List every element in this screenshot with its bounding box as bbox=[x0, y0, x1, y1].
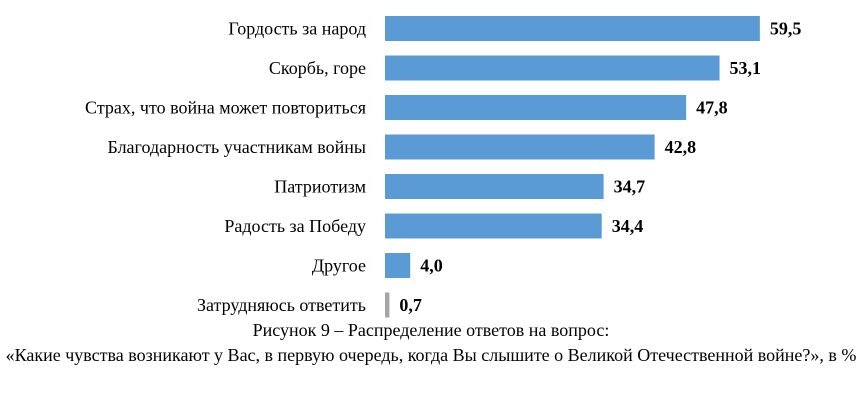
value-label-5: 34,7 bbox=[614, 177, 646, 197]
bar-chart: Гордость за народ 59,5 Скорбь, горе 53,1 Стр… bbox=[85, 16, 802, 318]
bar-7 bbox=[385, 253, 411, 278]
category-label-3: Страх, что война может повториться bbox=[85, 98, 366, 118]
bar-4 bbox=[385, 134, 655, 160]
value-label-6: 34,4 bbox=[612, 216, 644, 236]
category-label-4: Благодарность участникам войны bbox=[107, 137, 366, 157]
category-label-6: Радость за Победу bbox=[224, 216, 366, 236]
bar-2 bbox=[385, 55, 720, 81]
value-label-4: 42,8 bbox=[665, 137, 697, 157]
bar-8 bbox=[385, 292, 390, 318]
value-label-8: 0,7 bbox=[399, 295, 422, 315]
category-label-5: Патриотизм bbox=[274, 177, 366, 197]
category-label-8: Затрудняюсь ответить bbox=[197, 295, 366, 315]
value-label-3: 47,8 bbox=[696, 98, 728, 118]
category-label-1: Гордость за народ bbox=[228, 19, 366, 39]
bar-1 bbox=[385, 16, 760, 41]
figure-caption-question: «Какие чувства возникают у Вас, в первую… bbox=[5, 345, 857, 365]
bar-5 bbox=[385, 174, 604, 199]
bar-3 bbox=[385, 95, 687, 120]
category-label-7: Другое bbox=[312, 256, 366, 276]
category-label-2: Скорбь, горе bbox=[269, 58, 366, 78]
figure-caption-title: Рисунок 9 – Распределение ответов на воп… bbox=[252, 320, 610, 340]
value-label-1: 59,5 bbox=[770, 19, 802, 39]
value-label-7: 4,0 bbox=[420, 256, 443, 276]
bar-6 bbox=[385, 213, 602, 239]
value-label-2: 53,1 bbox=[730, 58, 762, 78]
